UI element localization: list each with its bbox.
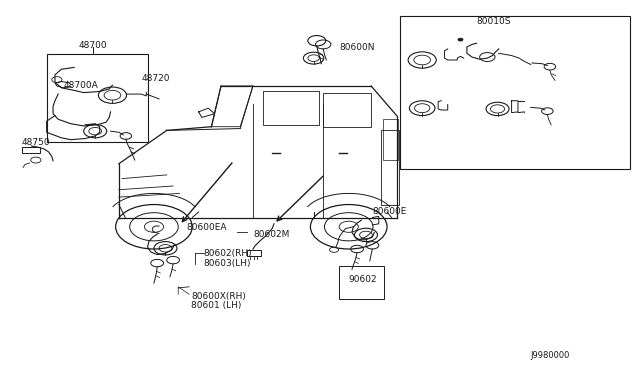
Bar <box>323 93 371 127</box>
Bar <box>262 92 319 125</box>
Bar <box>400 16 630 169</box>
Text: 80602M: 80602M <box>253 230 289 239</box>
Text: 80603(LH): 80603(LH) <box>204 259 252 267</box>
Text: 80600EA: 80600EA <box>186 223 227 232</box>
Bar <box>246 250 260 256</box>
Text: 48700A: 48700A <box>63 81 98 90</box>
Text: 48720: 48720 <box>141 74 170 83</box>
Bar <box>383 119 398 160</box>
Text: 80600E: 80600E <box>372 208 407 217</box>
Circle shape <box>458 38 463 41</box>
Text: 80601 (LH): 80601 (LH) <box>191 301 241 310</box>
Bar <box>47 54 148 141</box>
Text: 48700: 48700 <box>79 41 108 50</box>
Text: 80010S: 80010S <box>476 17 511 26</box>
Bar <box>381 131 399 205</box>
Text: J9980000: J9980000 <box>531 351 570 360</box>
Text: 80600N: 80600N <box>339 42 374 51</box>
Bar <box>339 266 384 299</box>
Text: 80602(RH): 80602(RH) <box>204 249 252 258</box>
Text: 48750: 48750 <box>21 138 50 147</box>
Text: 90602: 90602 <box>349 275 378 284</box>
Text: 80600X(RH): 80600X(RH) <box>191 292 246 301</box>
Bar <box>22 147 40 153</box>
